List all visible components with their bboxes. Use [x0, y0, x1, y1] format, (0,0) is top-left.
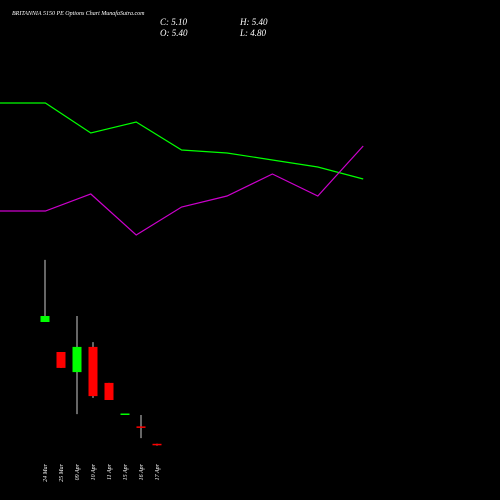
x-tick-label: 24 Mar [42, 463, 49, 481]
low-label: L: 4.80 [239, 28, 267, 38]
candle-body [72, 346, 82, 373]
candle-body [40, 316, 50, 322]
x-tick-label: 17 Apr [155, 463, 161, 480]
line-series [0, 102, 364, 180]
x-tick-label: 11 Apr [107, 463, 113, 480]
x-tick-label: 09 Apr [75, 463, 81, 480]
high-label: H: 5.40 [239, 17, 268, 27]
candle-body [88, 346, 98, 397]
x-tick-label: 25 Mar [59, 463, 65, 481]
x-tick-label: 16 Apr [139, 463, 145, 480]
candle-body [120, 413, 130, 415]
candle-body [152, 443, 162, 446]
close-label: C: 5.10 [160, 17, 188, 27]
open-label: O: 5.40 [160, 28, 188, 38]
candle-body [136, 426, 146, 428]
candle-body [104, 382, 114, 400]
x-tick-label: 10 Apr [91, 463, 97, 480]
chart-title: BRITANNIA 5150 PE Options Chart MunafaSu… [12, 10, 145, 17]
line-series [0, 145, 364, 236]
candle-body [56, 352, 66, 368]
x-tick-label: 15 Apr [123, 463, 129, 480]
